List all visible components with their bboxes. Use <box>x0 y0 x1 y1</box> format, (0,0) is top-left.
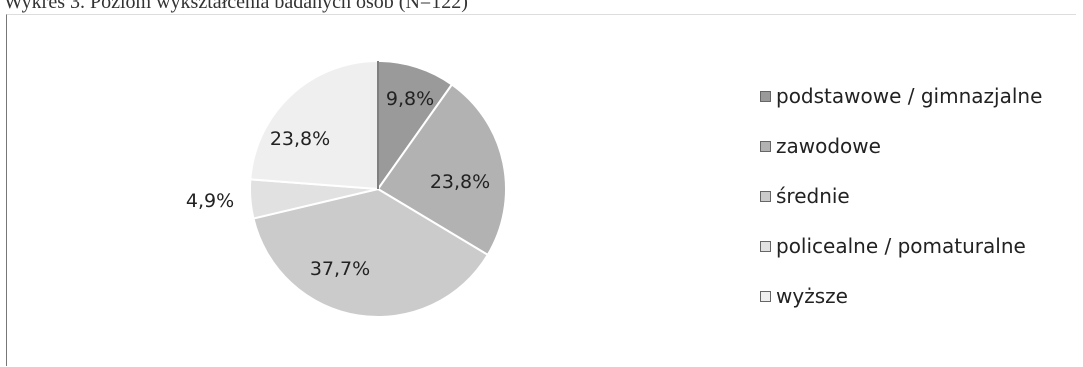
legend-label: zawodowe <box>776 134 881 158</box>
legend-label: policealne / pomaturalne <box>776 234 1026 258</box>
legend-item: średnie <box>760 184 1042 208</box>
legend-item: wyższe <box>760 284 1042 308</box>
data-label-5: 23,8% <box>270 128 330 150</box>
data-label-1: 9,8% <box>386 88 434 110</box>
chart-frame <box>6 14 1076 366</box>
pie-slice-2 <box>376 83 507 257</box>
legend-item: zawodowe <box>760 134 1042 158</box>
chart-title: Wykres 3. Poziom wykształcenia badanych … <box>4 0 468 13</box>
pie-slice-5 <box>249 59 379 191</box>
legend-label: podstawowe / gimnazjalne <box>776 84 1043 108</box>
legend-item: policealne / pomaturalne <box>760 234 1042 258</box>
data-label-2: 23,8% <box>430 171 490 193</box>
legend-label: wyższe <box>776 284 848 308</box>
chart-legend: podstawowe / gimnazjalne zawodowe średnie p… <box>760 84 1042 334</box>
data-label-3: 37,7% <box>310 258 370 280</box>
legend-swatch <box>760 240 771 252</box>
legend-item: podstawowe / gimnazjalne <box>760 84 1042 108</box>
pie-slice-1 <box>377 59 454 193</box>
legend-swatch <box>760 290 771 302</box>
pie-slice-3 <box>252 187 490 318</box>
legend-swatch <box>760 190 771 202</box>
legend-swatch <box>760 140 771 152</box>
legend-swatch <box>760 90 771 102</box>
legend-label: średnie <box>776 184 850 208</box>
data-label-4: 4,9% <box>186 190 234 212</box>
